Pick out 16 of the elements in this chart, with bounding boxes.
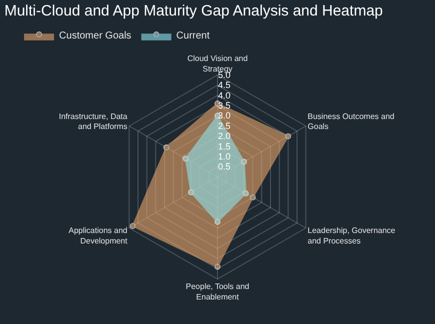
- y-tick-label: 4.5: [218, 80, 231, 90]
- y-tick-label: 1.5: [218, 141, 231, 152]
- y-tick-label: 4.0: [218, 90, 231, 100]
- spoke-label: People, Tools and Enablement: [186, 282, 250, 302]
- spoke-label: Applications and Development: [68, 226, 128, 246]
- y-tick-label: 1.0: [218, 152, 231, 162]
- spoke-label: Leadership, Governance and Processes: [308, 226, 396, 246]
- y-tick-label: 0.5: [218, 162, 231, 172]
- y-tick-label: 2.0: [218, 131, 231, 142]
- y-tick-label: 2.5: [218, 120, 231, 131]
- spoke-label: Cloud Vision and Strategy: [187, 54, 248, 74]
- chart-title: Multi-Cloud and App Maturity Gap Analysis and Heatmap: [4, 2, 383, 20]
- legend-label: Current: [176, 30, 210, 42]
- legend-label: Customer Goals: [59, 30, 132, 42]
- spoke-label: Infrastructure, Data and Platforms: [58, 112, 128, 132]
- spoke-label: Business Outcomes and Goals: [308, 112, 394, 132]
